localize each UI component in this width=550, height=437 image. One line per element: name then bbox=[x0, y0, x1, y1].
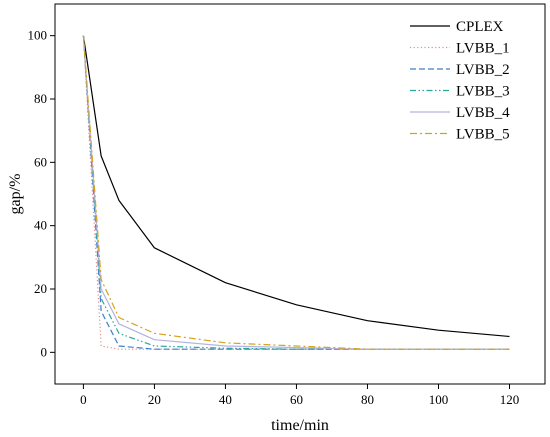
y-axis-title: gap/% bbox=[7, 174, 24, 215]
legend-label-1: LVBB_1 bbox=[456, 41, 510, 57]
y-tick-label-2: 40 bbox=[34, 218, 47, 233]
series-line-lvbb-5 bbox=[82, 35, 510, 350]
y-axis: 0 20 40 60 80 100 bbox=[28, 28, 55, 359]
x-tick-label-2: 40 bbox=[219, 392, 232, 407]
series-line-lvbb-3 bbox=[82, 35, 510, 350]
plot-area bbox=[82, 35, 510, 350]
x-axis-title: time/min bbox=[271, 417, 329, 434]
y-tick-label-5: 100 bbox=[28, 28, 48, 43]
x-tick-label-4: 80 bbox=[361, 392, 374, 407]
legend-label-0: CPLEX bbox=[456, 19, 504, 35]
x-tick-label-1: 20 bbox=[148, 392, 161, 407]
series-line-lvbb-4 bbox=[82, 35, 510, 350]
x-tick-label-3: 60 bbox=[290, 392, 303, 407]
y-tick-label-1: 20 bbox=[34, 281, 47, 296]
series-line-cplex bbox=[82, 35, 510, 338]
x-axis: 0 20 40 60 80 100 120 bbox=[80, 384, 519, 407]
series-line-lvbb-2 bbox=[82, 35, 510, 350]
legend-label-2: LVBB_2 bbox=[456, 62, 510, 78]
legend-label-3: LVBB_3 bbox=[456, 84, 510, 100]
x-tick-label-0: 0 bbox=[80, 392, 87, 407]
legend-label-4: LVBB_4 bbox=[456, 105, 510, 121]
y-tick-label-0: 0 bbox=[41, 344, 48, 359]
legend-label-5: LVBB_5 bbox=[456, 127, 510, 143]
legend: CPLEX LVBB_1 LVBB_2 LVBB_3 LVBB_4 LVBB_5 bbox=[410, 19, 510, 143]
y-tick-label-3: 60 bbox=[34, 154, 47, 169]
x-tick-label-5: 100 bbox=[429, 392, 449, 407]
series-line-lvbb-1 bbox=[82, 35, 510, 350]
y-tick-label-4: 80 bbox=[34, 91, 47, 106]
x-tick-label-6: 120 bbox=[500, 392, 520, 407]
plot-frame bbox=[54, 3, 546, 385]
